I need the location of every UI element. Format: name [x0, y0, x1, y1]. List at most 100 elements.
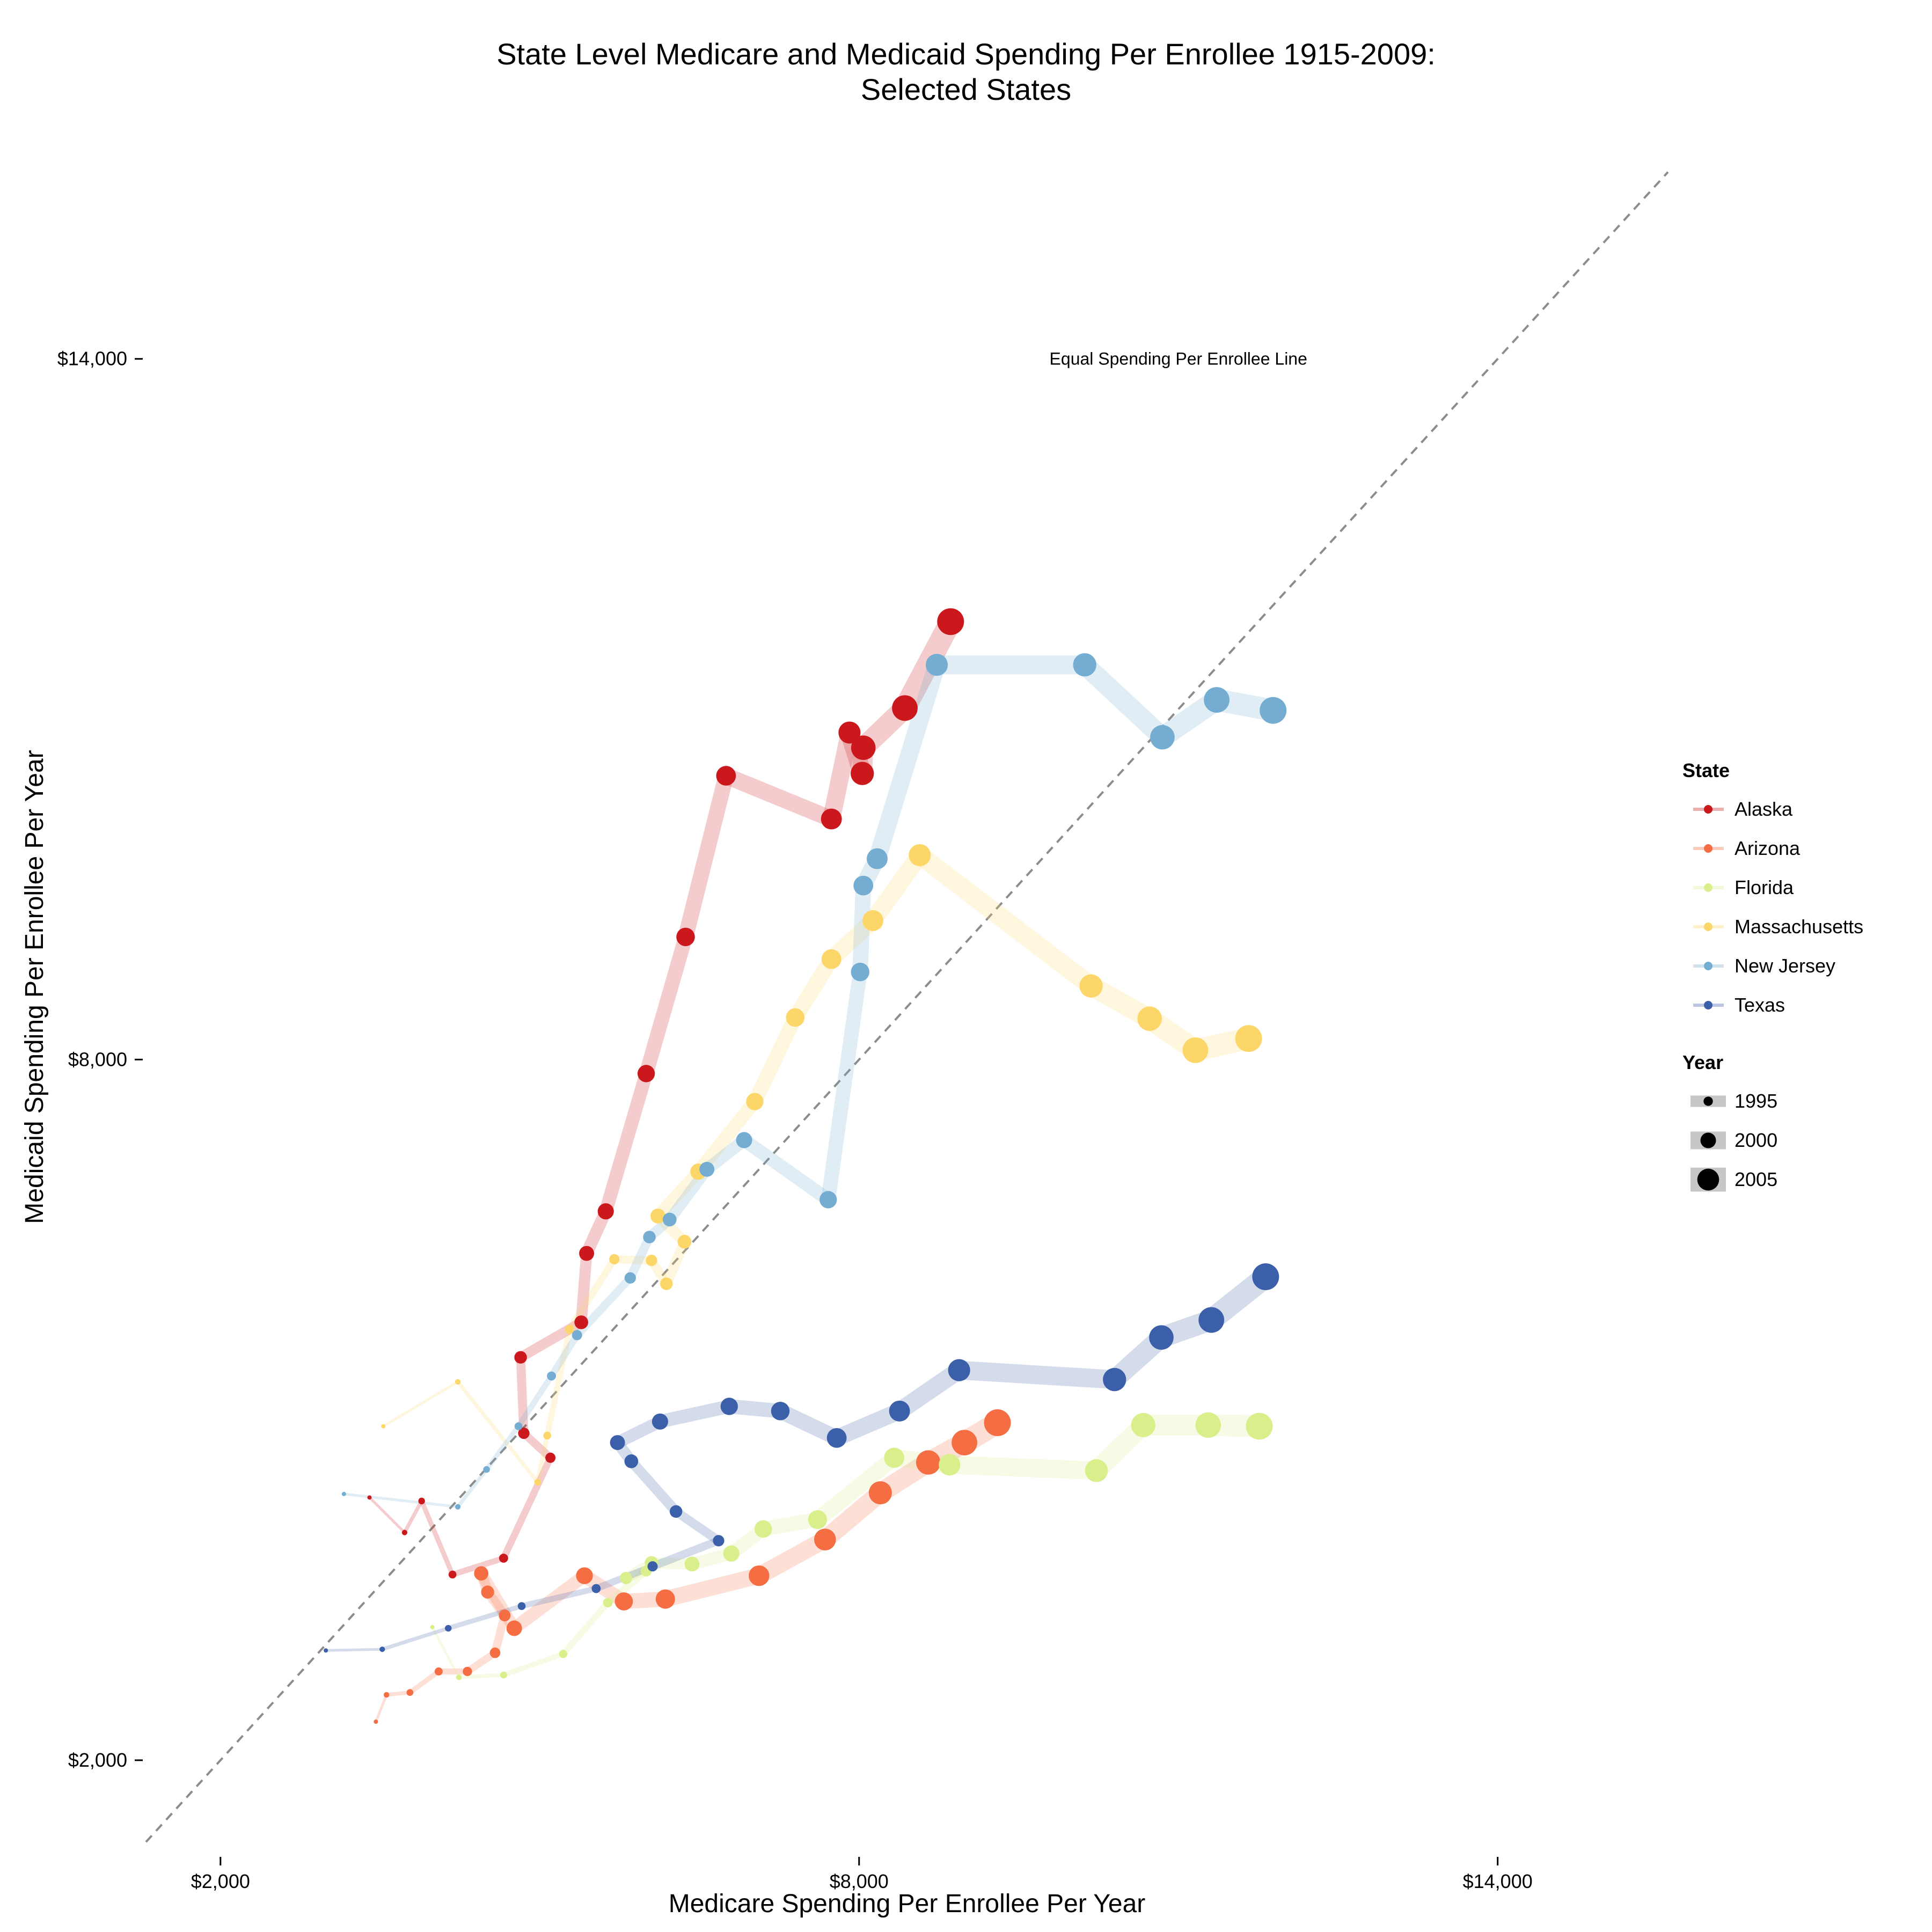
data-point-arizona — [868, 1481, 892, 1505]
trail-segment-texas — [648, 1536, 723, 1571]
legend-label-state: Texas — [1735, 994, 1785, 1016]
data-point-alaska — [716, 766, 736, 786]
trail-segment-texas — [890, 1361, 968, 1420]
trail-segment-alaska — [519, 1429, 555, 1462]
data-point-arizona — [952, 1430, 977, 1455]
data-point-new-jersey — [699, 1161, 715, 1177]
data-point-new-jersey — [643, 1231, 656, 1243]
trail-segment-new-jersey — [821, 964, 868, 1207]
data-point-arizona — [814, 1528, 836, 1550]
data-point-new-jersey — [624, 1272, 636, 1284]
trail-segment-alaska — [639, 930, 693, 1081]
data-point-florida — [1246, 1413, 1273, 1440]
trail-segment-massachusetts — [382, 1380, 459, 1428]
data-point-new-jersey — [341, 1491, 346, 1496]
legend-swatch-dot — [1704, 1001, 1713, 1009]
axes: Medicare Spending Per Enrollee Per Year … — [20, 348, 1533, 1918]
legend-label-state: Arizona — [1735, 837, 1801, 859]
legend-label-state: Florida — [1735, 876, 1794, 898]
data-point-alaska — [838, 721, 861, 744]
trail-segment-texas — [324, 1648, 384, 1652]
data-point-florida — [884, 1447, 905, 1468]
data-point-texas — [1198, 1307, 1225, 1333]
data-point-new-jersey — [483, 1466, 490, 1473]
equal-spending-annotation: Equal Spending Per Enrollee Line — [1050, 349, 1307, 369]
trail-segment-florida — [457, 1673, 506, 1680]
data-point-new-jersey — [455, 1504, 461, 1510]
data-point-arizona — [384, 1692, 390, 1698]
data-point-alaska — [545, 1452, 556, 1463]
data-point-texas — [713, 1535, 724, 1547]
trail-segment-massachusetts — [787, 951, 839, 1026]
trail-segment-massachusetts — [456, 1380, 540, 1484]
data-point-new-jersey — [851, 962, 870, 982]
data-point-florida — [1085, 1459, 1108, 1482]
trail-segment-new-jersey — [484, 1424, 521, 1472]
data-point-florida — [723, 1545, 740, 1562]
data-point-florida — [754, 1520, 772, 1538]
data-point-arizona — [984, 1409, 1011, 1437]
trail-segment-new-jersey — [737, 1133, 835, 1206]
trail-segment-new-jersey — [1074, 655, 1173, 748]
data-point-florida — [939, 1454, 961, 1476]
data-point-arizona — [374, 1719, 378, 1724]
data-point-massachusetts — [646, 1254, 657, 1267]
data-point-massachusetts — [609, 1254, 620, 1264]
trail-segment-arizona — [464, 1649, 499, 1675]
data-point-texas — [610, 1435, 625, 1450]
y-axis-title: Medicaid Spending Per Enrollee Per Year — [20, 750, 49, 1224]
data-point-texas — [720, 1397, 738, 1415]
trail-segment-alaska — [575, 1248, 592, 1328]
trail-segment-massachusetts — [610, 1255, 656, 1265]
data-point-arizona — [434, 1667, 443, 1676]
trail-segment-texas — [653, 1400, 736, 1429]
data-point-massachusetts — [534, 1479, 541, 1486]
trail-segment-arizona — [750, 1531, 834, 1585]
legend-state-title: State — [1682, 759, 1730, 781]
legend-year-swatch-dot — [1700, 1132, 1716, 1148]
trail-segment-massachusetts — [652, 1165, 705, 1223]
data-point-new-jersey — [866, 848, 888, 869]
data-point-alaska — [676, 927, 695, 947]
data-point-texas — [1103, 1367, 1126, 1392]
trail-segment-florida — [809, 1450, 903, 1528]
data-point-texas — [652, 1413, 668, 1430]
trail-segment-texas — [772, 1403, 845, 1446]
trail-segment-arizona — [374, 1693, 388, 1723]
data-point-alaska — [401, 1529, 408, 1535]
data-point-arizona — [576, 1567, 593, 1584]
data-point-massachusetts — [565, 1324, 574, 1334]
data-point-massachusetts — [1235, 1025, 1262, 1052]
trail-segment-alaska — [599, 1066, 653, 1218]
trail-segment-new-jersey — [342, 1492, 459, 1509]
trail-segment-texas — [949, 1360, 1124, 1389]
legend: State Year Alaska Arizona Florida Massachus… — [1682, 759, 1863, 1192]
series-trails — [324, 610, 1284, 1723]
data-point-alaska — [448, 1570, 457, 1579]
trail-segment-florida — [501, 1651, 566, 1678]
data-point-new-jersey — [1204, 687, 1230, 713]
trail-segment-alaska — [419, 1498, 455, 1577]
y-tick-label: $14,000 — [57, 348, 127, 370]
y-tick-label: $2,000 — [68, 1749, 127, 1771]
trail-segment-alaska — [449, 1555, 507, 1578]
trail-segment-arizona — [475, 1567, 521, 1635]
data-point-alaska — [579, 1246, 594, 1261]
data-point-new-jersey — [514, 1422, 523, 1430]
data-point-texas — [948, 1359, 970, 1381]
data-point-florida — [1131, 1413, 1155, 1437]
data-point-alaska — [637, 1065, 655, 1082]
legend-swatch-dot — [1704, 923, 1713, 931]
data-point-arizona — [489, 1647, 501, 1658]
trail-segment-texas — [626, 1456, 682, 1517]
data-point-alaska — [514, 1351, 527, 1364]
data-point-new-jersey — [819, 1191, 837, 1209]
data-point-massachusetts — [543, 1431, 551, 1440]
data-point-massachusetts — [455, 1379, 461, 1385]
data-point-texas — [324, 1648, 328, 1653]
data-point-arizona — [749, 1565, 770, 1586]
legend-swatch-dot — [1704, 883, 1713, 892]
data-point-massachusetts — [909, 844, 931, 867]
x-axis-title: Medicare Spending Per Enrollee Per Year — [669, 1890, 1146, 1918]
data-point-arizona — [463, 1666, 472, 1677]
